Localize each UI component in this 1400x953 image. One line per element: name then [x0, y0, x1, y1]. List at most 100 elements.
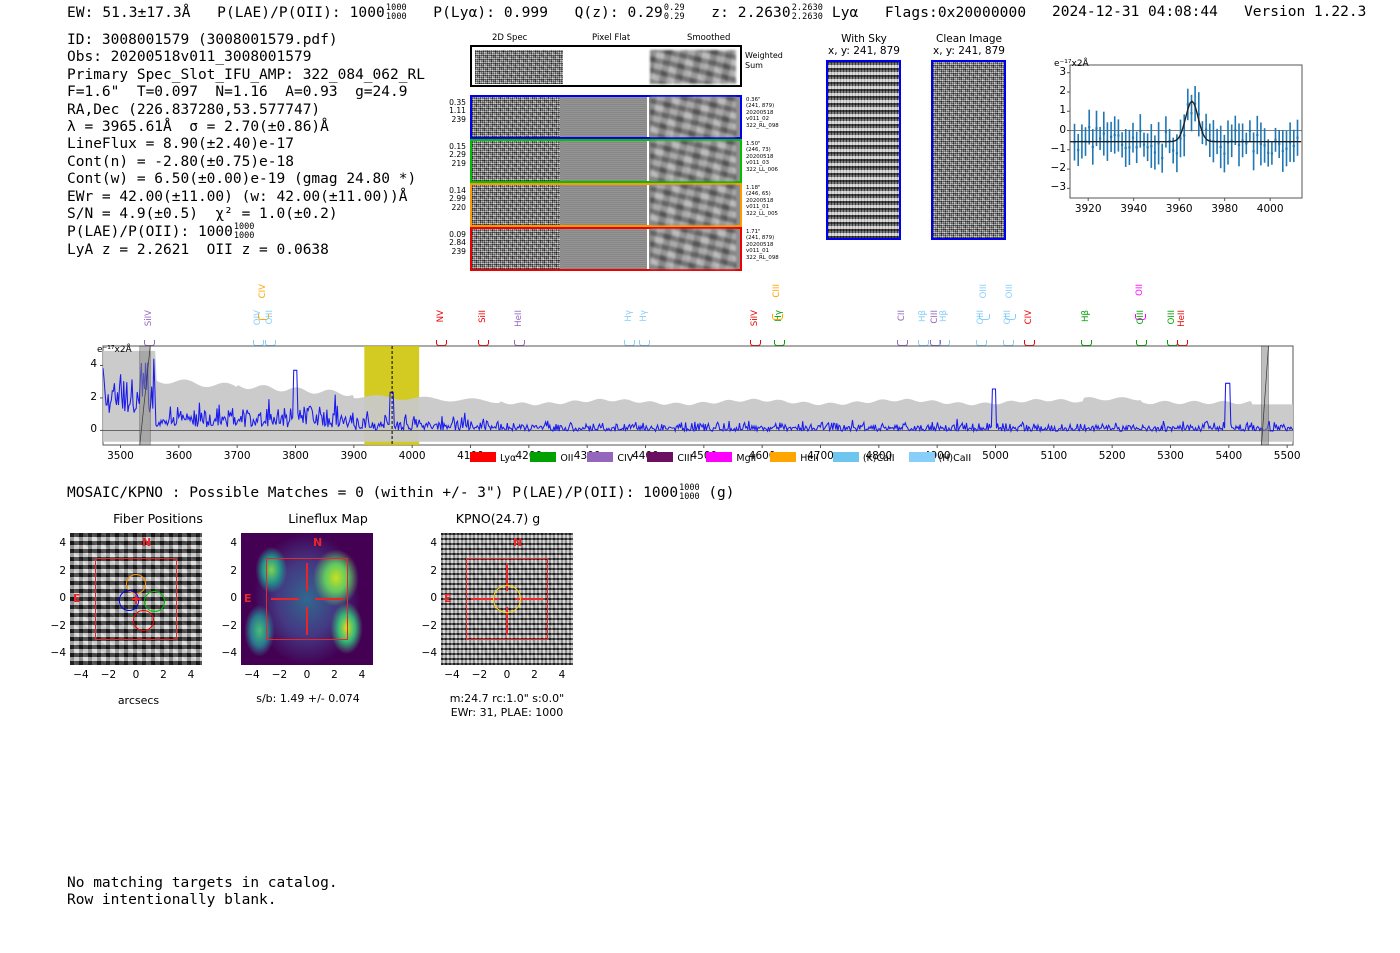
- fiber-positions-xlabel: arcsecs: [117, 694, 160, 707]
- spec2d-row[interactable]: [470, 95, 742, 139]
- legend-swatch: [832, 452, 859, 462]
- emission-line-fit-plot[interactable]: e⁻¹⁷x2Å 3920 3940 3960 3980 4000 3 2 1 0 −1 −2 −3: [1040, 57, 1308, 222]
- fit-xtick: 3920: [1074, 203, 1102, 215]
- row-metric-3: 219: [451, 158, 467, 168]
- mosaic-heading: MOSAIC/KPNO : Possible Matches = 0 (with…: [67, 484, 735, 501]
- row-metric-2: 2.84: [449, 238, 466, 248]
- spectrum-line-label: OIII: [265, 310, 276, 325]
- fit-plot-unit-label: e⁻¹⁷x2Å: [1054, 59, 1089, 69]
- spectrum-line-label: SiII: [478, 310, 489, 323]
- spectrum-line-label: HeII: [513, 310, 524, 327]
- spectrum-line-bracket: [1135, 314, 1147, 320]
- spectrum-unit-label: e⁻¹⁷x2Å: [97, 345, 132, 355]
- legend-entry: MgII: [706, 452, 756, 464]
- panel-ytick: 2: [430, 564, 437, 577]
- fit-xtick: 4000: [1256, 203, 1284, 215]
- header-timestamp: 2024-12-31 04:08:44: [1052, 4, 1218, 20]
- row-metric-labels: 0.15 2.29 219: [426, 142, 467, 168]
- fit-plot-svg: [1067, 64, 1303, 201]
- legend-label: OII: [560, 453, 574, 464]
- spectrum-xtick: 5200: [1098, 450, 1126, 462]
- info-radec: RA,Dec (226.837280,53.577747): [67, 101, 321, 118]
- header-version: Version 1.22.3: [1244, 4, 1367, 20]
- legend-swatch: [706, 452, 733, 462]
- spectrum-line-label: OIII: [1004, 284, 1015, 299]
- kpno-red-box: [465, 557, 549, 641]
- crosshair-top: [306, 563, 308, 591]
- mosaic-heading-filter: (g): [708, 485, 735, 502]
- info-wavelength-sigma: λ = 3965.61Å σ = 2.70(±0.86)Å: [67, 119, 329, 136]
- row-smoothed-image: [650, 141, 736, 181]
- row-detail-3: 20200518: [746, 241, 774, 248]
- spectrum-line-label: OIII: [1136, 310, 1147, 325]
- mosaic-heading-text: MOSAIC/KPNO : Possible Matches = 0 (with…: [67, 485, 679, 502]
- row-detail-5: 322_RL_098: [746, 254, 779, 261]
- panel-xtick: −2: [100, 669, 117, 681]
- row-metric-2: 2.29: [449, 150, 466, 160]
- full-spectrum-panel[interactable]: SiIV OIV CIV OIII NV SiII HeII Hγ Hγ SiIV Hγ CIII CI…: [75, 282, 1300, 462]
- fit-ytick: 1: [1059, 104, 1066, 117]
- spec2d-row[interactable]: [470, 227, 742, 271]
- cutout-title-clean-image: Clean Image x, y: 241, 879: [933, 33, 1005, 57]
- row-detail-2: (241, 879): [746, 235, 775, 242]
- row-detail-labels: 1.71" (241, 879) 20200518 v011_01 322_RL_098: [746, 229, 806, 261]
- fit-ytick: 2: [1059, 84, 1066, 97]
- info-ewr: EWr = 42.00(±11.00) (w: 42.00(±11.00))Å: [67, 188, 408, 205]
- row-detail-labels: 0.36" (241, 879) 20200518 v011_02 322_RL_098: [746, 97, 806, 129]
- spec2d-row[interactable]: [470, 139, 742, 183]
- panel-title-lineflux-map: Lineflux Map: [288, 511, 368, 526]
- spectrum-xtick: 3600: [165, 450, 193, 462]
- row-detail-1: 1.71": [746, 229, 761, 235]
- spectrum-xtick: 3500: [107, 450, 134, 462]
- lineflux-map-north-label: N: [313, 536, 323, 549]
- row-detail-3: 20200518: [746, 153, 774, 160]
- row-pixel-flat-image: [564, 185, 646, 225]
- legend-entry: OII: [530, 452, 574, 464]
- row-detail-2: (246, 65): [746, 191, 771, 198]
- cutout-image-with-sky[interactable]: [826, 60, 901, 240]
- cutout-image-clean[interactable]: [931, 60, 1006, 240]
- panel-xtick: −4: [73, 669, 89, 681]
- column-title-pixel-flat: Pixel Flat: [592, 33, 631, 43]
- crosshair-bottom: [306, 607, 308, 635]
- legend-label: CIV: [617, 453, 634, 464]
- info-redshifts: LyA z = 2.2621 OII z = 0.0638: [67, 242, 329, 259]
- crosshair-left: [271, 598, 299, 600]
- row-detail-1: 0.36": [746, 97, 761, 103]
- row-metric-1: 0.15: [449, 142, 466, 151]
- legend-label: HeII: [800, 453, 819, 464]
- weighted-sum-smoothed-image: [650, 50, 736, 84]
- kpno-north-label: N: [513, 536, 523, 549]
- panel-ytick: −2: [421, 619, 437, 632]
- row-detail-4: v011_01: [746, 248, 770, 255]
- mosaic-heading-fraction: 1000 1000: [679, 483, 700, 502]
- row-2d-spec-image: [472, 185, 560, 225]
- spec2d-row[interactable]: [470, 183, 742, 227]
- weighted-sum-strip: [470, 45, 742, 87]
- header-plya: P(Lyα): 0.999: [433, 5, 549, 22]
- row-metric-2: 2.99: [449, 194, 466, 204]
- spectrum-xtick: 3900: [340, 450, 368, 462]
- header-qz-label: Q(z): 0.29: [574, 5, 663, 22]
- row-detail-4: v011_01: [746, 204, 770, 211]
- row-smoothed-image: [650, 185, 736, 225]
- info-plae-label: P(LAE)/P(OII): 1000: [67, 224, 233, 241]
- spectrum-xtick: 4800: [865, 450, 893, 462]
- kpno-caption-line1: m:24.7 rc:1.0" s:0.0": [449, 692, 565, 705]
- spectrum-line-label: Hβ: [1080, 310, 1091, 322]
- legend-label: (K)CaII: [862, 453, 895, 464]
- row-metric-1: 0.14: [449, 186, 466, 195]
- kpno-aperture-circle: [493, 585, 521, 613]
- spectrum-svg: [100, 345, 1294, 448]
- lineflux-map-image[interactable]: [241, 533, 373, 665]
- legend-entry: (K)CaII: [832, 452, 895, 464]
- row-detail-1: 1.50": [746, 141, 761, 147]
- row-divider: [647, 185, 649, 225]
- panel-xtick: 2: [331, 669, 338, 681]
- spectrum-ytick: 0: [90, 423, 97, 436]
- panel-ytick: 0: [59, 592, 66, 604]
- crosshair-left: [471, 598, 499, 600]
- spectrum-xtick: 5100: [1040, 450, 1068, 462]
- legend-swatch: [647, 452, 674, 462]
- panel-xtick: 2: [160, 669, 167, 681]
